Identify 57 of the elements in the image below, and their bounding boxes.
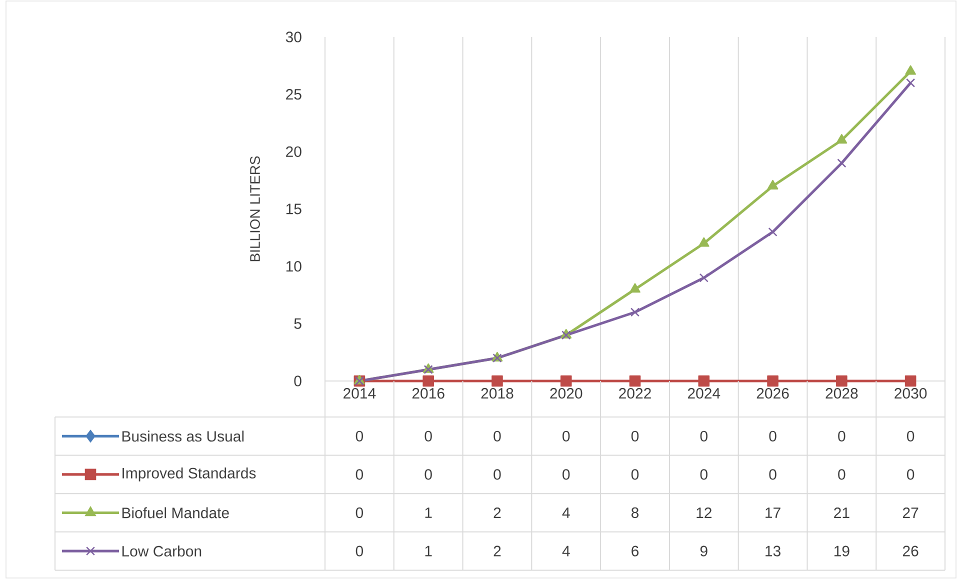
- y-tick-label: 15: [286, 204, 302, 214]
- legend-label: Improved Standards: [122, 467, 256, 482]
- data-label: 0: [838, 469, 846, 480]
- text: 0: [838, 430, 846, 442]
- x-tick-label: 2026: [756, 388, 789, 399]
- y-axis-title: BILLION LITERS: [250, 156, 260, 262]
- data-label: 0: [356, 469, 364, 480]
- legend-label: Business as Usual: [122, 430, 244, 442]
- data-label: 2: [494, 546, 501, 556]
- y-tick-label: 25: [286, 89, 302, 100]
- x-tick-label: 2020: [550, 388, 582, 399]
- y-tick-label: 10: [286, 261, 302, 272]
- data-label: 21: [834, 508, 850, 518]
- data-label: 2: [494, 508, 501, 518]
- data-label: 0: [356, 507, 364, 518]
- y-tick-label: 30: [286, 32, 302, 42]
- data-label: 8: [631, 507, 639, 518]
- text: 0: [631, 430, 639, 442]
- data-label: 0: [769, 469, 776, 480]
- legend-label: Low Carbon: [122, 546, 202, 557]
- y-tick-label: 0: [294, 376, 302, 386]
- data-label: 26: [902, 546, 918, 556]
- x-tick-label: 2016: [412, 388, 444, 399]
- data-label: 0: [906, 469, 914, 480]
- data-label: 0: [424, 469, 432, 480]
- data-label: 0: [356, 546, 364, 556]
- data-label: 27: [902, 508, 918, 518]
- text: 0: [769, 430, 776, 442]
- legend-label: Biofuel Mandate: [122, 507, 229, 518]
- data-label: 12: [696, 508, 712, 518]
- data-label: 6: [632, 546, 639, 556]
- data-label: 0: [700, 469, 708, 480]
- data-label: 4: [562, 546, 570, 556]
- text: 0: [906, 430, 914, 442]
- data-label: 1: [425, 508, 432, 518]
- text: 0: [424, 430, 432, 442]
- y-tick-label: 20: [286, 146, 302, 157]
- y-tick-label: 5: [294, 318, 302, 329]
- data-label: 0: [494, 469, 501, 480]
- text: 0: [494, 430, 501, 442]
- text: 0: [562, 430, 570, 442]
- x-tick-label: 2014: [344, 388, 376, 399]
- x-tick-label: 2030: [894, 388, 927, 399]
- text: 0: [700, 430, 708, 442]
- x-tick-label: 2024: [688, 388, 720, 399]
- data-label: 13: [766, 546, 780, 556]
- x-tick-label: 2022: [619, 388, 651, 399]
- data-label: 17: [766, 508, 780, 518]
- x-tick-label: 2018: [481, 388, 514, 399]
- x-tick-label: 2028: [826, 388, 858, 399]
- data-label: 0: [562, 469, 570, 480]
- text: 0: [356, 430, 364, 442]
- data-label: 9: [700, 546, 708, 556]
- data-label: 0: [631, 469, 639, 480]
- data-label: 1: [425, 546, 432, 556]
- data-label: 4: [562, 508, 570, 518]
- data-label: 19: [834, 546, 850, 556]
